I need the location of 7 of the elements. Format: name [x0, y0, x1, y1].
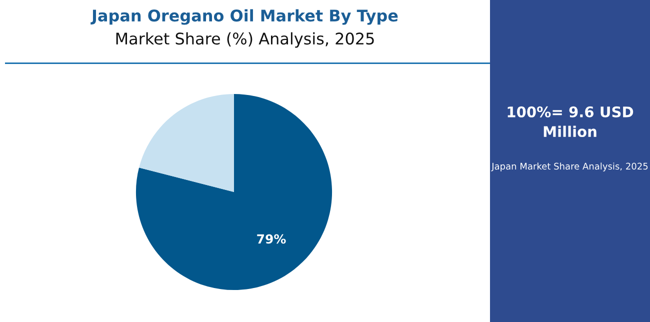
- text: 100%= 9.6 USD Million: [508, 106, 634, 138]
- chart-title: Japan Oregano Oil Market By Type: [90, 9, 398, 25]
- text: Japan Market Share Analysis, 2025: [491, 162, 648, 172]
- chart-subtitle: Market Share (%) Analysis, 2025: [116, 32, 374, 48]
- data-label: 79%: [257, 234, 286, 244]
- pie-slice: [139, 94, 234, 192]
- pie-slice: [136, 94, 332, 290]
